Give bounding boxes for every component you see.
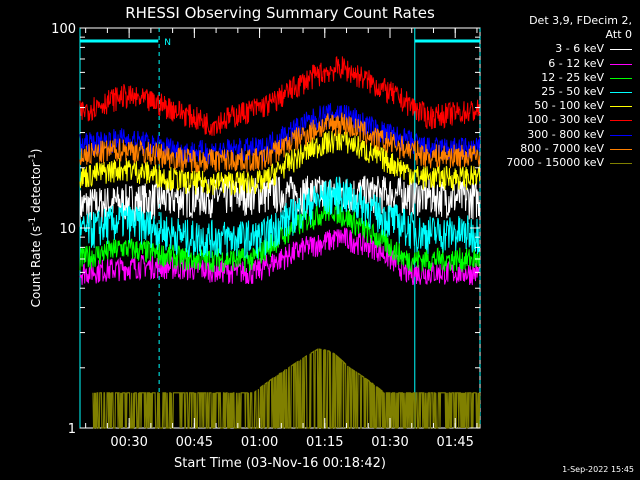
x-tick-label: 01:30 <box>371 435 408 450</box>
y-tick-label: 10 <box>59 222 76 237</box>
legend-label: 7000 - 15000 keV <box>506 156 604 170</box>
legend-entry: 7000 - 15000 keV <box>482 156 632 170</box>
legend-swatch <box>610 77 632 79</box>
series-line <box>79 227 481 286</box>
legend-entry: 800 - 7000 keV <box>482 142 632 156</box>
legend-swatch <box>610 106 632 108</box>
legend-label: 3 - 6 keV <box>555 42 604 56</box>
legend-entry: 300 - 800 keV <box>482 128 632 142</box>
legend-swatch <box>610 120 632 122</box>
legend-swatch <box>610 163 632 165</box>
legend-label: 12 - 25 keV <box>541 70 604 84</box>
legend-label: 6 - 12 keV <box>548 56 604 70</box>
series-layer <box>79 55 481 429</box>
x-tick-label: 01:15 <box>306 435 343 450</box>
y-axis-label: Count Rate (s-1 detector-1) <box>28 149 43 308</box>
legend-entry: 12 - 25 keV <box>482 71 632 85</box>
y-label-sup-1: -1 <box>28 217 38 226</box>
legend-swatch <box>610 148 632 150</box>
legend-entries: 3 - 6 keV 6 - 12 keV 12 - 25 keV 25 - 50 ke… <box>482 42 632 170</box>
legend-label: 800 - 7000 keV <box>520 141 604 155</box>
legend-header-2: Att 0 <box>605 28 632 42</box>
y-label-part-2: detector <box>29 162 43 217</box>
y-label-part-1: Count Rate (s <box>29 226 43 308</box>
timestamp: 1-Sep-2022 15:45 <box>562 465 634 474</box>
chart-title: RHESSI Observing Summary Count Rates <box>125 4 435 22</box>
legend-entry: 100 - 300 keV <box>482 113 632 127</box>
legend-label: 50 - 100 keV <box>534 99 604 113</box>
y-tick-label: 1 <box>68 422 76 437</box>
y-axis: 1 10 100 <box>51 22 480 437</box>
legend-label: 100 - 300 keV <box>527 113 604 127</box>
series-line <box>79 55 481 136</box>
legend-entry: 50 - 100 keV <box>482 99 632 113</box>
legend-header-1: Det 3,9, FDecim 2, <box>529 14 632 27</box>
legend-label: 300 - 800 keV <box>527 127 604 141</box>
series-line <box>79 176 481 259</box>
x-tick-label: 01:45 <box>436 435 473 450</box>
series-line <box>79 175 481 227</box>
series-line <box>79 128 481 197</box>
legend: Det 3,9, FDecim 2, Att 0 3 - 6 keV 6 - 12… <box>482 14 632 170</box>
series-line <box>92 348 481 429</box>
x-tick-label: 00:45 <box>176 435 213 450</box>
legend-entry: 25 - 50 keV <box>482 85 632 99</box>
legend-entry: 3 - 6 keV <box>482 42 632 56</box>
observing-bar-label: N <box>164 38 171 48</box>
observing-bars: N <box>80 38 480 48</box>
series-line <box>79 112 481 173</box>
legend-swatch <box>610 49 632 51</box>
y-tick-label: 100 <box>51 22 76 37</box>
y-label-part-3: ) <box>29 149 43 154</box>
legend-label: 25 - 50 keV <box>541 85 604 99</box>
x-axis-label: Start Time (03-Nov-16 00:18:42) <box>174 456 386 471</box>
y-label-sup-2: -1 <box>28 153 38 162</box>
legend-swatch <box>610 63 632 65</box>
legend-swatch <box>610 134 632 136</box>
x-axis: 00:30 00:45 01:00 01:15 01:30 01:45 <box>85 28 478 450</box>
x-tick-label: 01:00 <box>241 435 278 450</box>
x-tick-label: 00:30 <box>110 435 147 450</box>
legend-entry: 6 - 12 keV <box>482 57 632 71</box>
legend-swatch <box>610 92 632 94</box>
